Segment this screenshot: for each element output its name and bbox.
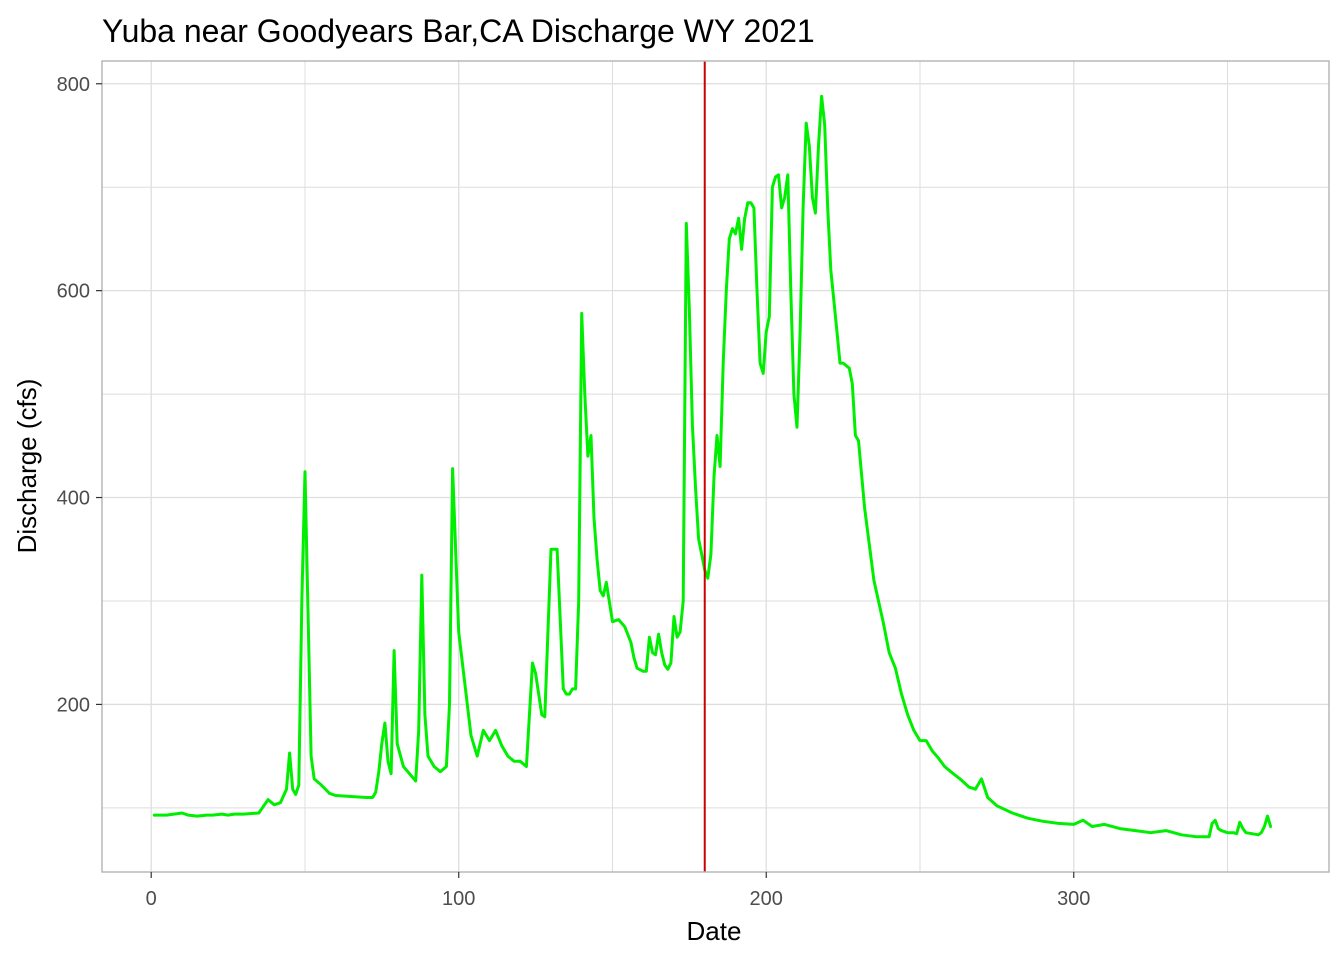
x-axis-ticks: 0 100 200 300	[146, 872, 1090, 910]
x-tick-label: 200	[750, 888, 783, 910]
series-line-discharge	[152, 94, 1273, 839]
x-tick-label: 100	[442, 888, 475, 910]
series-layer	[152, 94, 1273, 839]
y-tick-label: 600	[57, 281, 90, 303]
y-axis-ticks: 200 400 600 800	[57, 74, 102, 716]
panel-border	[101, 60, 1330, 873]
y-axis-title: Discharge (cfs)	[12, 379, 42, 554]
chart-title: Yuba near Goodyears Bar,CA Discharge WY …	[102, 13, 815, 49]
x-tick-label: 0	[146, 888, 157, 910]
y-tick-label: 400	[57, 488, 90, 510]
y-tick-label: 200	[57, 694, 90, 716]
x-axis-title: Date	[687, 916, 742, 946]
x-tick-label: 300	[1057, 888, 1090, 910]
y-tick-label: 800	[57, 74, 90, 96]
